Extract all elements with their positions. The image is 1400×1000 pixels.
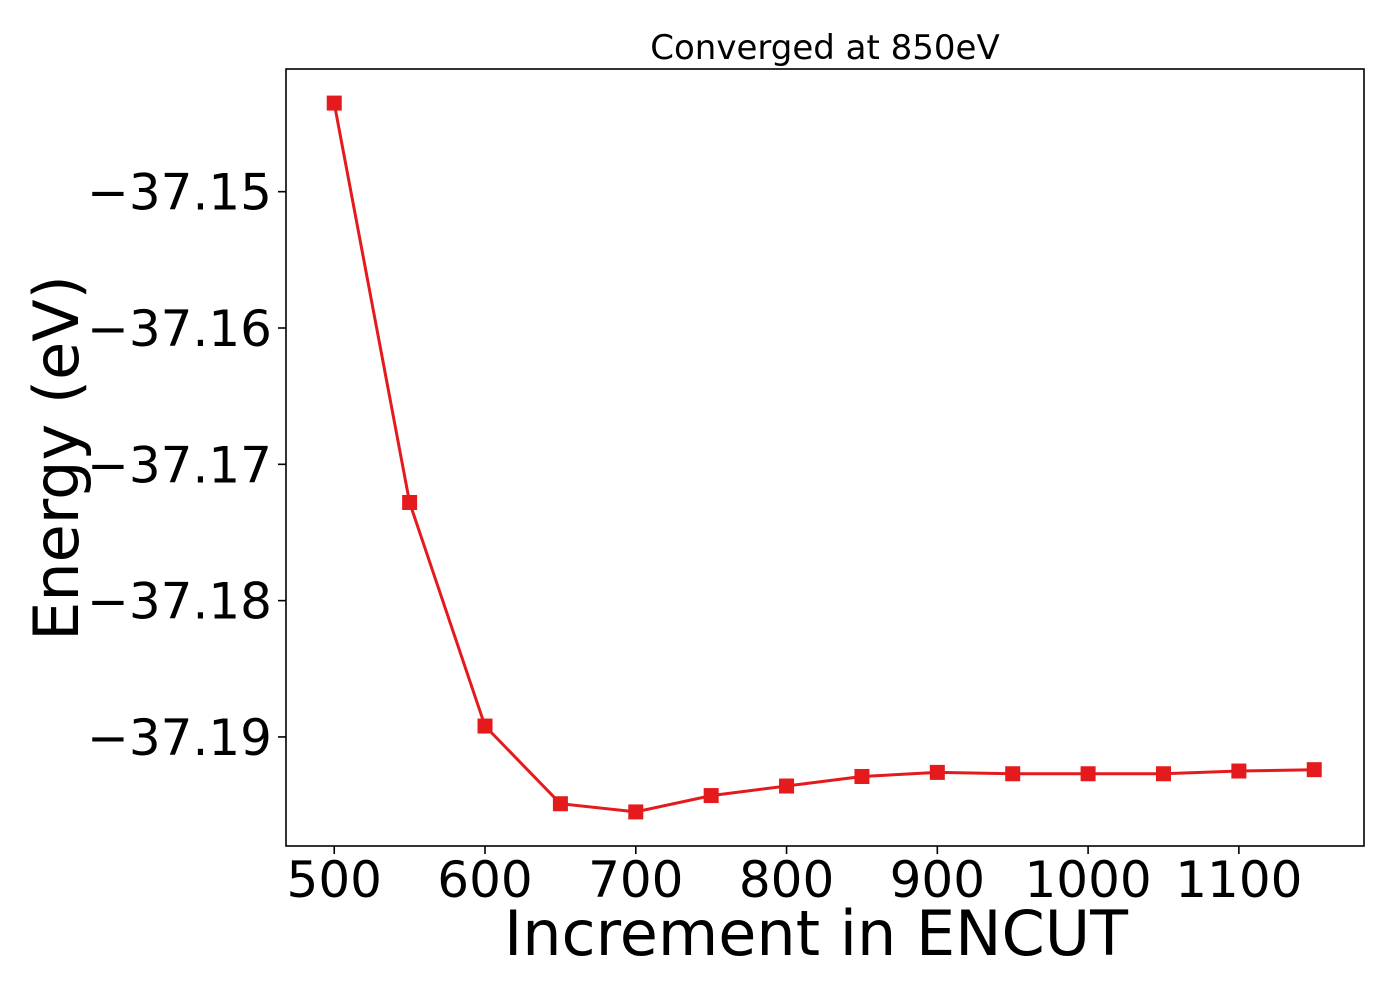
x-tick-label: 700 bbox=[588, 851, 683, 909]
data-point bbox=[703, 788, 719, 804]
data-point bbox=[854, 768, 870, 784]
data-point bbox=[552, 796, 568, 812]
data-point bbox=[628, 804, 644, 820]
x-tick-label: 600 bbox=[437, 851, 532, 909]
y-tick-label: −37.16 bbox=[87, 300, 272, 358]
x-tick-label: 500 bbox=[287, 851, 382, 909]
data-point bbox=[477, 718, 493, 734]
data-point bbox=[779, 778, 795, 794]
data-point bbox=[929, 764, 945, 780]
series-markers bbox=[326, 95, 1322, 820]
data-point bbox=[1306, 762, 1322, 778]
x-axis: 500 600 700 800 900 1000 1100 bbox=[287, 846, 1302, 909]
plot-area bbox=[285, 68, 1365, 847]
x-axis-label: Increment in ENCUT bbox=[504, 897, 1129, 970]
x-tick-label: 800 bbox=[739, 851, 834, 909]
chart-title: Converged at 850eV bbox=[650, 28, 999, 68]
y-tick-label: −37.18 bbox=[87, 573, 272, 631]
y-tick-label: −37.19 bbox=[87, 709, 272, 767]
y-tick-label: −37.17 bbox=[87, 436, 272, 494]
data-point bbox=[1080, 766, 1096, 782]
x-tick-label: 900 bbox=[890, 851, 985, 909]
series-line bbox=[332, 102, 1315, 814]
y-tick-label: −37.15 bbox=[87, 164, 272, 222]
y-axis-label: Energy (eV) bbox=[20, 275, 93, 641]
data-point bbox=[1231, 763, 1247, 779]
data-point bbox=[402, 494, 418, 510]
data-point bbox=[326, 95, 342, 111]
data-point bbox=[1155, 766, 1171, 782]
x-tick-label: 1100 bbox=[1175, 851, 1302, 909]
y-axis: −37.15 −37.16 −37.17 −37.18 −37.19 bbox=[87, 164, 286, 767]
x-tick-label: 1000 bbox=[1024, 851, 1151, 909]
data-point bbox=[1005, 766, 1021, 782]
